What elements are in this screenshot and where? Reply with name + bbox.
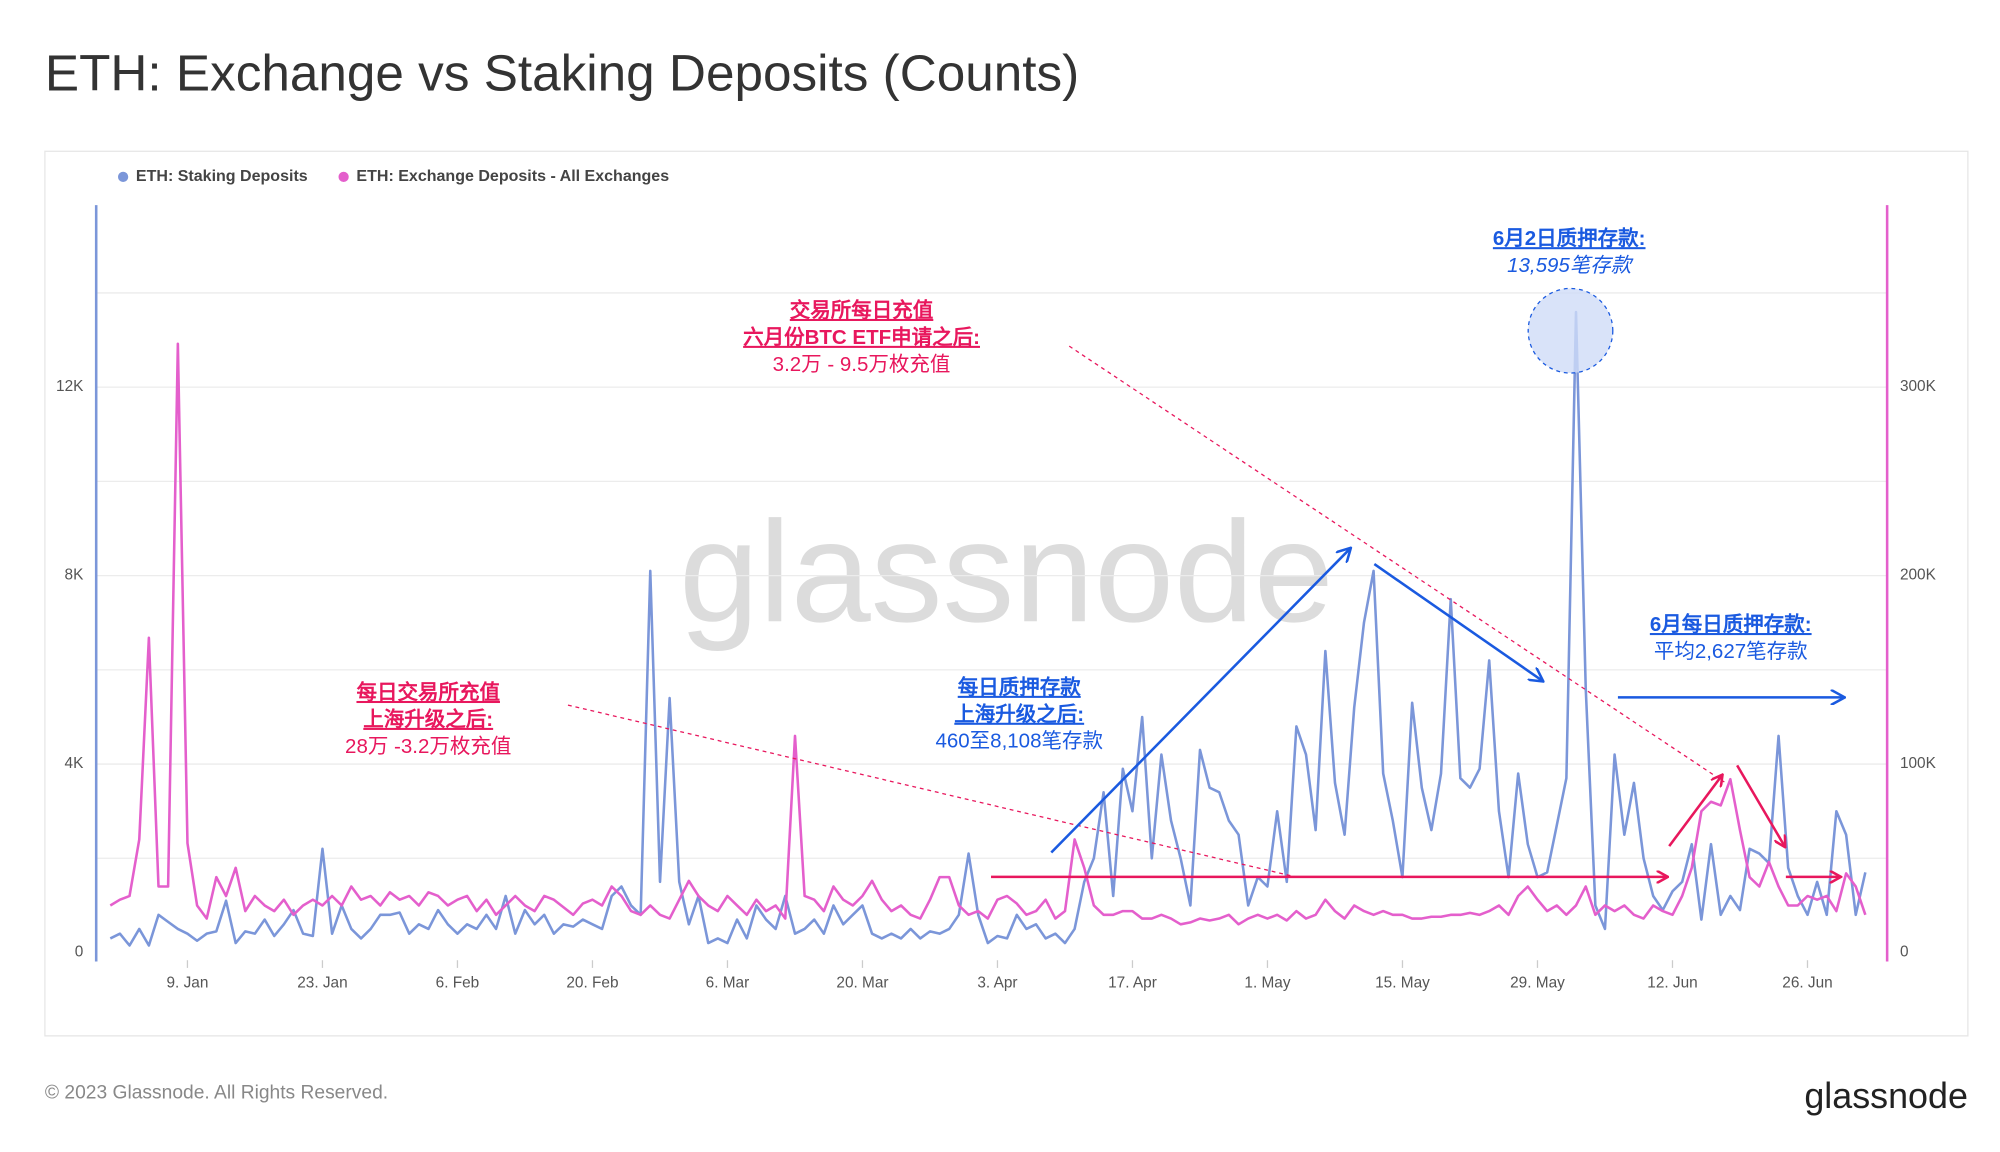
arrow [1050, 549, 1350, 854]
x-tick-label: 15. May [1375, 974, 1430, 991]
trend-line [1068, 345, 1725, 783]
grid: 0 4K 8K 12K 0 100K 200K 300K 9. Jan 23. Jan 6. Feb… [56, 292, 1937, 991]
arrow [1736, 764, 1784, 846]
series-line [109, 310, 1867, 947]
x-tick-label: 17. Apr [1108, 974, 1157, 991]
annotation-text: 6月每日质押存款: [1650, 612, 1812, 636]
annotation-text: 上海升级之后: [954, 702, 1084, 726]
x-tick-label: 3. Apr [977, 974, 1017, 991]
plot: ETH: Staking Deposits ETH: Exchange Depos… [109, 167, 1867, 947]
x-tick-label: 20. Feb [566, 974, 618, 991]
legend-label: ETH: Exchange Deposits - All Exchanges [356, 167, 669, 185]
chart-frame [44, 150, 1969, 1037]
logo: glassnode [1804, 1076, 1968, 1116]
y-tick-label: 12K [56, 378, 84, 395]
arrow [1373, 563, 1542, 681]
highlight-circle [1527, 287, 1614, 374]
y2-tick-label: 300K [1900, 378, 1937, 395]
legend-marker [117, 171, 129, 183]
y-tick-label: 8K [65, 567, 85, 584]
y-tick-label: 0 [75, 944, 84, 961]
x-tick-label: 1. May [1244, 974, 1290, 991]
chart-title: ETH: Exchange vs Staking Deposits (Count… [45, 44, 1079, 101]
x-tick-label: 26. Jun [1782, 974, 1832, 991]
annotation-text: 460至8,108笔存款 [935, 730, 1103, 753]
watermark: glassnode [679, 492, 1334, 652]
annotation-text: 每日质押存款 [958, 675, 1081, 699]
legend-label: ETH: Staking Deposits [136, 167, 308, 185]
annotation-text: 交易所每日充值 [790, 298, 934, 322]
annotation-text: 上海升级之后: [363, 707, 493, 731]
x-tick-label: 9. Jan [166, 974, 208, 991]
legend-marker [338, 171, 349, 183]
x-tick-label: 29. May [1510, 974, 1565, 991]
x-tick-label: 6. Mar [706, 974, 750, 991]
arrow [1668, 776, 1722, 847]
x-tick-label: 20. Mar [836, 974, 888, 991]
y2-tick-label: 200K [1900, 567, 1937, 584]
annotation-text: 每日交易所充值 [356, 680, 500, 704]
annotation-shapes [567, 287, 1844, 879]
x-tick-label: 6. Feb [436, 974, 480, 991]
annotation-text: 六月份BTC ETF申请之后: [743, 325, 980, 349]
y-tick-label: 4K [65, 755, 85, 772]
annotation-text: 6月2日质押存款: [1493, 226, 1646, 250]
y2-tick-label: 100K [1900, 755, 1937, 772]
annotation-text: 平均2,627笔存款 [1654, 640, 1808, 663]
footer: © 2023 Glassnode. All Rights Reserved. [45, 1083, 388, 1104]
annotation-text: 3.2万 - 9.5万枚充值 [773, 353, 951, 376]
annotation-text: 13,595笔存款 [1507, 254, 1634, 277]
annotation-text: 28万 -3.2万枚充值 [345, 735, 511, 758]
x-tick-label: 23. Jan [297, 974, 347, 991]
y2-tick-label: 0 [1900, 944, 1909, 961]
x-tick-label: 12. Jun [1647, 974, 1697, 991]
series-line [109, 342, 1867, 926]
trend-line [567, 704, 1302, 879]
